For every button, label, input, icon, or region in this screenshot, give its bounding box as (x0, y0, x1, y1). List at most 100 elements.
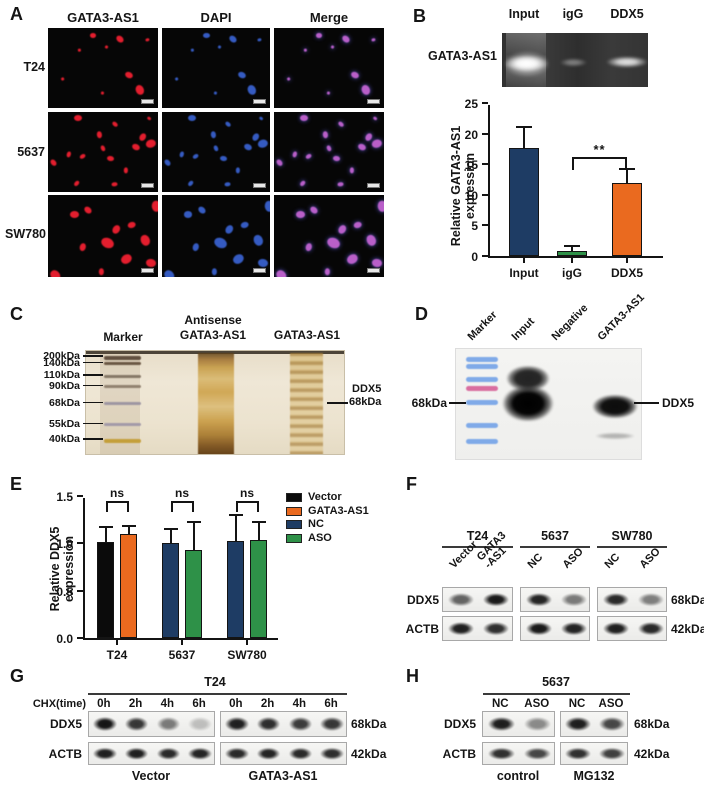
cell-nucleus (115, 34, 125, 44)
f-row-ddx5: DDX5 (406, 593, 439, 607)
error-bar (257, 522, 260, 540)
cell-nucleus (49, 158, 58, 167)
g-actb-blot-gata3-as1 (220, 742, 347, 765)
cell-nucleus (77, 48, 81, 52)
protein-band (123, 747, 150, 760)
protein-band (224, 747, 250, 760)
cell-nucleus (211, 268, 217, 275)
cell-nucleus (138, 131, 148, 142)
error-bar (192, 523, 195, 550)
panel-c-label: C (10, 304, 23, 324)
cell-nucleus (123, 167, 128, 173)
cell-nucleus (315, 32, 323, 38)
h-kda-68: 68kDa (634, 717, 670, 731)
c-marker-band (104, 385, 141, 389)
cell-nucleus (333, 155, 341, 162)
cell-nucleus (174, 76, 179, 81)
protein-band (523, 747, 553, 760)
g-chx-label: CHX(time) (32, 698, 86, 710)
c-marker-label: 110kDa (43, 369, 80, 382)
protein-band (482, 621, 511, 636)
y-axis-tick (482, 102, 488, 104)
d-lane-input: Input (509, 315, 538, 343)
f-actb-blot-5637 (520, 616, 590, 641)
cell-nucleus (291, 150, 298, 158)
c-marker-dash (83, 355, 103, 357)
gel-row-label: GATA3-AS1 (428, 49, 497, 63)
g-time-label: 6h (324, 698, 338, 710)
protein-band (564, 747, 592, 760)
x-axis-tick (116, 640, 118, 645)
fluor-image-5637-dapi (162, 112, 270, 192)
f-actb-blot-sw780 (597, 616, 667, 641)
fluor-image-t24-dapi (162, 28, 270, 108)
x-axis-tick (181, 640, 183, 645)
y-axis-tick (77, 495, 83, 497)
cell-nucleus (300, 115, 309, 122)
gata3-as1-smear-lane (290, 353, 323, 454)
y-tick-label: 1.0 (56, 537, 73, 552)
rip-bar-chart: 0 5 10 15 20 25 Input igG DDX5 ** (465, 97, 663, 280)
y-axis-tick (77, 589, 83, 592)
cell-nucleus (187, 115, 196, 122)
c-right-label-68kda: 68kDa (349, 396, 382, 408)
cell-nucleus (330, 44, 335, 49)
cell-nucleus (98, 268, 104, 275)
f-row-actb: ACTB (405, 622, 439, 636)
error-bar-cap (228, 513, 243, 516)
y-axis-tick (482, 163, 488, 166)
cell-nucleus (365, 233, 379, 248)
cell-nucleus (110, 224, 122, 236)
cell-nucleus (372, 115, 378, 122)
protein-band (636, 592, 665, 607)
cell-nucleus (48, 268, 63, 277)
y-axis-tick (77, 637, 83, 639)
chart-bar (185, 549, 202, 638)
cell-nucleus (144, 37, 150, 43)
h-title-underline (483, 693, 630, 695)
cell-nucleus (224, 182, 231, 187)
f-kda-68: 68kDa (671, 593, 704, 607)
protein-band (486, 717, 516, 731)
cell-nucleus (196, 205, 207, 216)
g-ddx5-blot-vector (88, 711, 215, 737)
c-marker-dash (83, 361, 103, 364)
h-actb-blot-mg132 (560, 742, 628, 765)
protein-band (636, 621, 665, 636)
c-marker-dash (83, 438, 103, 440)
error-bar-cap (619, 168, 635, 171)
d-lane-marker: Marker (465, 309, 500, 343)
cell-nucleus (104, 44, 109, 49)
sig-bracket-right (625, 159, 627, 170)
x-axis-tick (571, 258, 573, 263)
cell-nucleus (119, 252, 134, 266)
c-marker-dash (83, 374, 103, 376)
col-header-merge: Merge (309, 10, 349, 25)
g-time-label: 0h (97, 698, 111, 710)
y-axis-tick (482, 132, 488, 135)
h-ddx5-blot-control (482, 711, 555, 737)
cell-nucleus (257, 258, 269, 268)
c-marker-label: 90kDa (49, 379, 80, 392)
cell-nucleus (304, 242, 313, 252)
cell-nucleus (219, 155, 228, 162)
c-marker-label: 40kDa (49, 433, 80, 446)
c-marker-band (104, 423, 141, 426)
legend-label: ASO (308, 531, 332, 544)
cell-nucleus (209, 130, 216, 139)
h-title: 5637 (542, 675, 570, 689)
row-label-5637: 5637 (17, 145, 45, 159)
error-bar-cap (516, 126, 532, 129)
gel-lane-igg: igG (562, 7, 584, 21)
panel-b-label: B (413, 6, 426, 26)
cell-nucleus (236, 167, 241, 173)
cell-nucleus (192, 242, 201, 252)
c-marker-label: 68kDa (49, 396, 80, 409)
d-marker-band (466, 364, 498, 370)
rip-gel-image (502, 33, 648, 87)
silver-stain-gel (85, 350, 345, 455)
cell-nucleus (139, 233, 153, 248)
gel-band-ddx5 (605, 56, 648, 68)
d-marker-band (466, 422, 498, 428)
cell-nucleus (96, 130, 103, 139)
